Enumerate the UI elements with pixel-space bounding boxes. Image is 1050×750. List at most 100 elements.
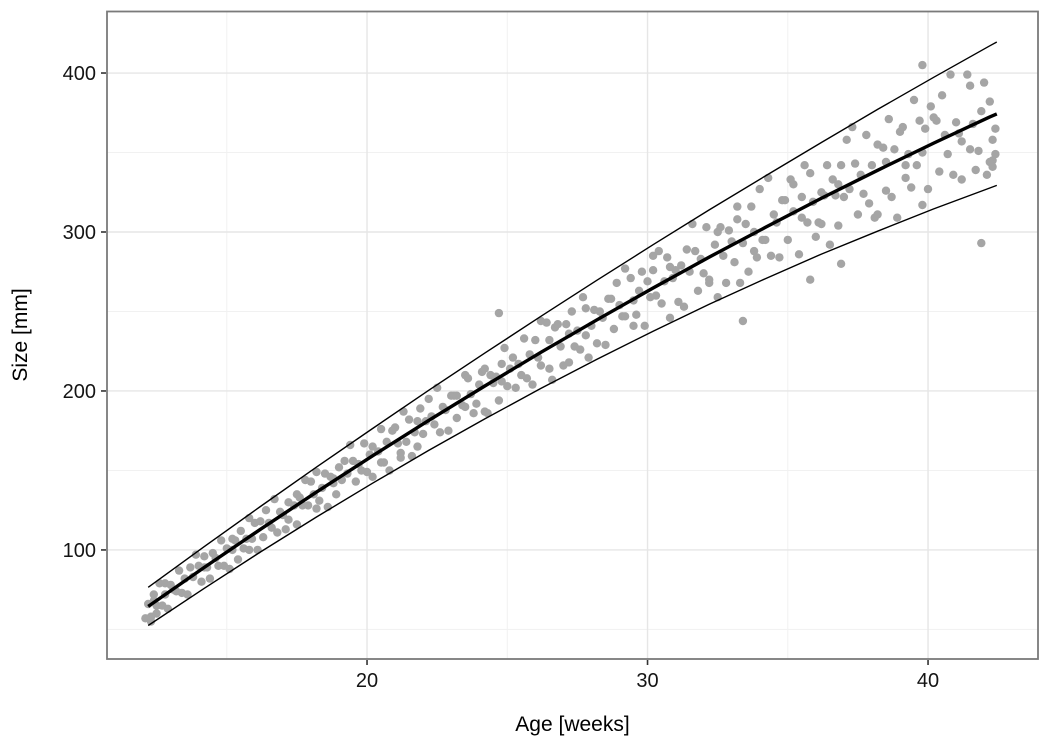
scatter-point (766, 251, 776, 260)
scatter-point (691, 246, 700, 256)
scatter-point (648, 266, 658, 275)
scatter-point (413, 442, 422, 451)
scatter-point (340, 456, 349, 466)
scatter-point (744, 267, 753, 276)
scatter-point (444, 426, 453, 435)
scatter-point (693, 286, 703, 295)
scatter-point (738, 316, 748, 326)
scatter-point (935, 167, 944, 176)
scatter-point (893, 213, 902, 222)
scatter-point (864, 199, 874, 208)
scatter-point (368, 472, 377, 481)
scatter-point (612, 278, 621, 288)
scatter-point (735, 278, 745, 288)
scatter-point (332, 490, 341, 499)
scatter-point (545, 335, 554, 345)
scatter-point (205, 574, 215, 583)
scatter-point (315, 496, 324, 505)
scatter-point (901, 161, 910, 170)
scatter-point (977, 107, 986, 116)
scatter-point (637, 267, 647, 276)
scatter-point (503, 382, 512, 391)
scatter-point (991, 124, 1000, 133)
scatter-point (741, 219, 750, 229)
scatter-point (284, 515, 293, 524)
scatter-point (267, 523, 276, 532)
scatter-point (825, 240, 835, 249)
scatter-point (817, 219, 826, 229)
scatter-point (884, 114, 893, 124)
scatter-point (609, 324, 619, 334)
scatter-point (679, 302, 689, 311)
scatter-point (974, 146, 983, 156)
scatter-point (677, 261, 686, 270)
scatter-point (418, 429, 428, 439)
scatter-point (581, 331, 590, 340)
scatter-point (842, 135, 851, 144)
scatter-point (859, 189, 868, 198)
scatter-point (699, 269, 708, 278)
scatter-point (665, 313, 675, 322)
scatter-point (867, 161, 877, 170)
scatter-point (915, 116, 924, 125)
scatter-point (890, 145, 899, 154)
scatter-point (926, 102, 935, 111)
scatter-point (402, 437, 411, 446)
scatter-point (306, 477, 316, 486)
scatter-point (783, 235, 792, 245)
scatter-point (494, 308, 504, 318)
scatter-point (404, 415, 414, 424)
scatter-point (898, 122, 907, 132)
scatter-point (834, 180, 843, 189)
scatter-point (360, 439, 369, 448)
panel-border (106, 10, 1039, 660)
scatter-point (951, 118, 961, 127)
scatter-point (822, 161, 832, 170)
scatter-point (273, 528, 282, 537)
scatter-point (853, 210, 863, 219)
scatter-point (362, 467, 372, 477)
scatter-point (528, 380, 537, 389)
scatter-point (912, 161, 921, 170)
scatter-point (435, 428, 445, 437)
scatter-point (461, 402, 470, 412)
scatter-point (977, 238, 986, 248)
scatter-point (236, 526, 245, 536)
scatter-point (231, 536, 240, 545)
scatter-point (932, 116, 941, 125)
scatter-point (292, 520, 302, 529)
scatter-point (923, 184, 933, 194)
lower-quantile-line (147, 184, 998, 627)
scatter-point (396, 448, 405, 458)
scatter-point (752, 253, 762, 262)
scatter-point (197, 577, 206, 586)
y-tick-label: 400 (63, 63, 96, 85)
scatter-point (654, 246, 663, 256)
scatter-point (797, 192, 806, 202)
scatter-point (413, 417, 422, 426)
scatter-point (259, 533, 268, 542)
scatter-point (511, 383, 520, 392)
scatter-point (949, 170, 958, 179)
scatter-point (312, 467, 321, 477)
scatter-point (806, 275, 815, 284)
scatter-point (909, 95, 919, 105)
x-axis-title: Age [weeks] (515, 713, 629, 736)
scatter-point (416, 404, 425, 413)
scatter-point (985, 97, 994, 106)
scatter-point (663, 253, 672, 262)
scatter-point (775, 253, 784, 262)
scatter-point (152, 609, 161, 618)
y-tick-label: 300 (63, 222, 96, 244)
scatter-point (682, 245, 691, 254)
scatter-point (671, 266, 680, 275)
scatter-point (873, 210, 882, 219)
scatter-point (674, 297, 683, 307)
scatter-point (626, 273, 635, 283)
scatter-point (724, 226, 734, 235)
scatter-point (705, 278, 714, 288)
scatter-point (562, 320, 571, 329)
y-tick-label: 200 (63, 381, 96, 403)
